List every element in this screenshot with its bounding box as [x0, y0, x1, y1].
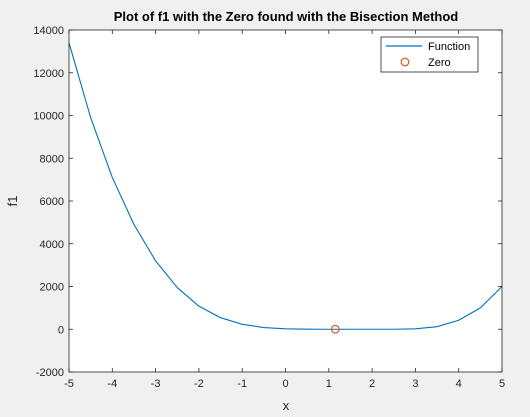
legend-zero-marker [400, 57, 410, 67]
x-tick-label: 1 [326, 378, 332, 390]
plot-lines [68, 42, 503, 334]
plot-area [69, 30, 502, 372]
y-tick-label: 8000 [40, 153, 64, 165]
legend-zero-label: Zero [428, 57, 451, 69]
x-tick-label: -1 [237, 378, 247, 390]
zero-point-marker [330, 324, 340, 334]
x-tick-label: 0 [282, 378, 288, 390]
x-tick-label: -5 [64, 378, 74, 390]
y-axis-label: f1 [5, 196, 20, 207]
x-tick-label: 2 [369, 378, 375, 390]
y-tick-label: 10000 [33, 111, 64, 123]
y-tick-label: 6000 [40, 196, 64, 208]
y-tick-label: 0 [58, 324, 64, 336]
chart-title: Plot of f1 with the Zero found with the … [114, 9, 459, 24]
legend: Function Zero [380, 36, 479, 73]
y-tick-label: -2000 [36, 367, 64, 379]
y-axis: -2000 0 2000 4000 6000 8000 10000 12000 14000 [33, 25, 502, 379]
legend-box [380, 36, 479, 73]
y-tick-label: 12000 [33, 68, 64, 80]
x-tick-label: 4 [456, 378, 462, 390]
y-tick-label: 14000 [33, 25, 64, 37]
x-tick-label: -3 [151, 378, 161, 390]
x-axis: -5 -4 -3 -2 -1 0 1 2 3 4 5 [64, 30, 505, 390]
legend-function-label: Function [428, 41, 470, 53]
y-tick-label: 2000 [40, 282, 64, 294]
x-tick-label: -4 [107, 378, 117, 390]
x-tick-label: 3 [412, 378, 418, 390]
x-tick-label: 5 [499, 378, 505, 390]
x-axis-label: x [283, 398, 290, 413]
function-series-line [68, 42, 503, 330]
x-tick-label: -2 [194, 378, 204, 390]
y-tick-label: 4000 [40, 239, 64, 251]
